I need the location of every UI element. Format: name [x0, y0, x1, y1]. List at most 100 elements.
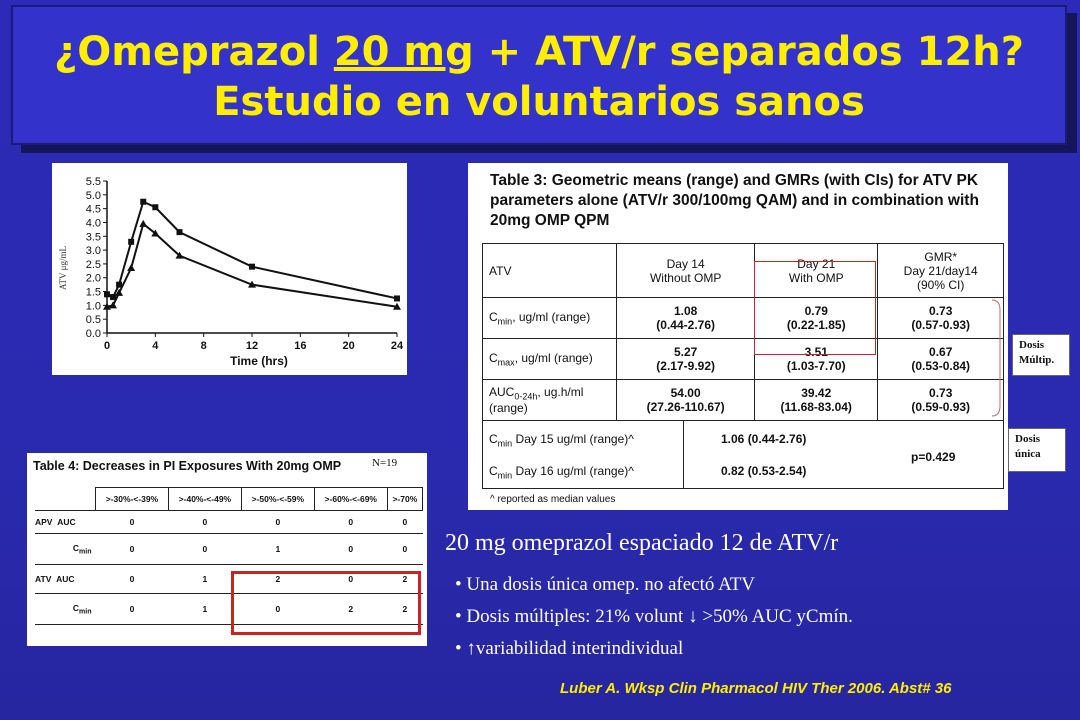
data-point	[110, 294, 117, 301]
cell: 0	[95, 510, 169, 534]
table3-col-gmr: GMR* Day 21/day14 (90% CI)	[877, 243, 1004, 298]
label-dosis-multiples: Dosis Múltip.	[1012, 334, 1070, 376]
table4-header: >-50%-<-59%	[240, 487, 315, 511]
y-tick-label: 4.5	[86, 204, 101, 216]
y-tick-label: 1.5	[86, 287, 101, 299]
citation: Luber A. Wksp Clin Pharmacol HIV Ther 20…	[560, 680, 952, 697]
cell: 2	[314, 593, 388, 625]
y-tick-label: 1.0	[86, 300, 101, 312]
data-point	[175, 251, 184, 259]
data-point	[109, 301, 118, 309]
cell: 0	[314, 510, 388, 534]
cell: 2	[241, 564, 315, 594]
cell: 0.67 (0.53-0.84)	[877, 338, 1004, 380]
cell: 0	[95, 564, 169, 594]
divider	[683, 420, 684, 488]
table3: ATV Day 14 Without OMP Day 21 With OMP GMR…	[481, 243, 1004, 421]
y-tick-label: 5.5	[86, 176, 101, 188]
single-dose-value-2: 0.82 (0.53-2.54)	[721, 464, 807, 478]
y-tick-label: 2.5	[86, 259, 101, 271]
cell: 5.27 (2.17-9.92)	[616, 338, 756, 380]
slide-subtitle: Estudio en voluntarios sanos	[213, 79, 865, 125]
table-row: Cmax, ug/ml (range) 5.27 (2.17-9.92) 3.51…	[481, 338, 1004, 380]
cell: 2	[387, 593, 423, 625]
summary-bullet: • Dosis múltiples: 21% volunt ↓ >50% AUC…	[455, 606, 853, 627]
cell: 0.73 (0.57-0.93)	[877, 297, 1004, 339]
row-label: ATV AUC	[35, 564, 96, 594]
cell: 0	[387, 533, 423, 565]
table-row: Cmin 0 1 0 2 2	[35, 593, 423, 625]
table-row: AUC0-24h, ug.h/ml (range) 54.00 (27.26-110…	[481, 379, 1004, 421]
data-point	[248, 280, 256, 288]
row-label: Cmin	[35, 533, 96, 565]
y-tick-label: 0.5	[86, 314, 101, 326]
table3-title: Table 3: Geometric means (range) and GMR…	[490, 172, 979, 229]
pk-graph-panel: 0.0 0.5 1.0 1.5 2.0 2.5 3.0 3.5 4.0 4.5 5.0 5.5 0 4 8 1…	[52, 163, 407, 375]
table3-col-day14: Day 14 Without OMP	[616, 243, 756, 298]
data-point	[116, 281, 123, 288]
highlight-day21	[754, 261, 876, 355]
y-tick-label: 3.5	[86, 231, 101, 243]
data-point	[128, 238, 135, 245]
multiple-dose-bracket	[991, 299, 1001, 417]
y-tick-label: 5.0	[86, 190, 101, 202]
row-label: APV AUC	[35, 510, 96, 534]
y-tick-label: 2.0	[86, 273, 101, 285]
row-label: AUC0-24h, ug.h/ml (range)	[481, 379, 618, 421]
n-label: N=19	[372, 457, 398, 469]
table4: >-30%-<-39% >-40%-<-49% >-50%-<-59% >-60…	[35, 487, 424, 625]
data-point	[152, 204, 159, 211]
data-point	[104, 291, 110, 298]
table3-col-atv: ATV	[481, 243, 618, 298]
table-row: APV AUC 0 0 0 0 0	[35, 510, 423, 534]
data-point	[103, 302, 111, 310]
title-box: ¿Omeprazol 20 mg + ATV/r separados 12h? …	[11, 5, 1067, 145]
blank-header	[35, 488, 96, 511]
cell: 0	[241, 593, 315, 625]
graph-xlabel: Time (hrs)	[230, 354, 288, 368]
x-tick-label: 24	[391, 340, 404, 352]
single-dose-label-1: Cmin Day 15 ug/ml (range)^	[489, 432, 634, 449]
x-tick-label: 8	[201, 340, 207, 352]
cell: 0	[95, 593, 169, 625]
table3-panel: Table 3: Geometric means (range) and GMR…	[468, 163, 1008, 510]
table-row: Cmin 0 0 1 0 0	[35, 533, 423, 565]
row-label: Cmin, ug/ml (range)	[481, 297, 618, 339]
data-point	[140, 198, 147, 205]
table4-header-row: >-30%-<-39% >-40%-<-49% >-50%-<-59% >-60…	[35, 487, 424, 511]
single-dose-value-1: 1.06 (0.44-2.76)	[721, 432, 807, 446]
table4-header: >-40%-<-49%	[167, 487, 242, 511]
cell: 0	[95, 533, 169, 565]
summary-bullet: • Una dosis única omep. no afectó ATV	[455, 574, 756, 595]
data-point	[393, 302, 401, 310]
x-tick-label: 16	[294, 340, 306, 352]
data-point	[151, 229, 160, 237]
cell: 1	[241, 533, 315, 565]
x-tick-label: 20	[343, 340, 355, 352]
cell: 54.00 (27.26-110.67)	[616, 379, 756, 421]
cell: 0	[314, 533, 388, 565]
x-tick-label: 12	[246, 340, 258, 352]
cell: 39.42 (11.68-83.04)	[754, 379, 879, 421]
pk-line-chart: 0.0 0.5 1.01.5 2.0 2.5 3.0 3.5 4.04.5 5.0 5.5 0 4 8 1…	[58, 176, 404, 368]
data-point	[115, 288, 124, 296]
summary-bullet: • ↑variabilidad interindividual	[455, 638, 684, 659]
table4-panel: Table 4: Decreases in PI Exposures With …	[27, 453, 427, 646]
y-tick-label: 3.0	[86, 245, 101, 257]
cell: 0.79 (0.22-1.85)	[754, 297, 879, 339]
cell: 1.08 (0.44-2.76)	[616, 297, 756, 339]
p-value: p=0.429	[911, 450, 956, 464]
summary-heading: 20 mg omeprazol espaciado 12 de ATV/r	[445, 530, 839, 556]
cell: 0	[168, 533, 242, 565]
slide-title: ¿Omeprazol 20 mg + ATV/r separados 12h?	[54, 29, 1024, 75]
data-point	[249, 263, 255, 270]
cell: 0	[387, 510, 423, 534]
table-row: Cmin, ug/ml (range) 1.08 (0.44-2.76) 0.79…	[481, 297, 1004, 339]
data-point	[394, 295, 400, 302]
table4-header: >-70%	[386, 487, 424, 511]
cell: 1	[168, 593, 242, 625]
y-tick-label: 0.0	[86, 328, 101, 340]
cell: 0	[168, 510, 242, 534]
data-point	[139, 219, 148, 227]
x-tick-label: 4	[152, 340, 159, 352]
